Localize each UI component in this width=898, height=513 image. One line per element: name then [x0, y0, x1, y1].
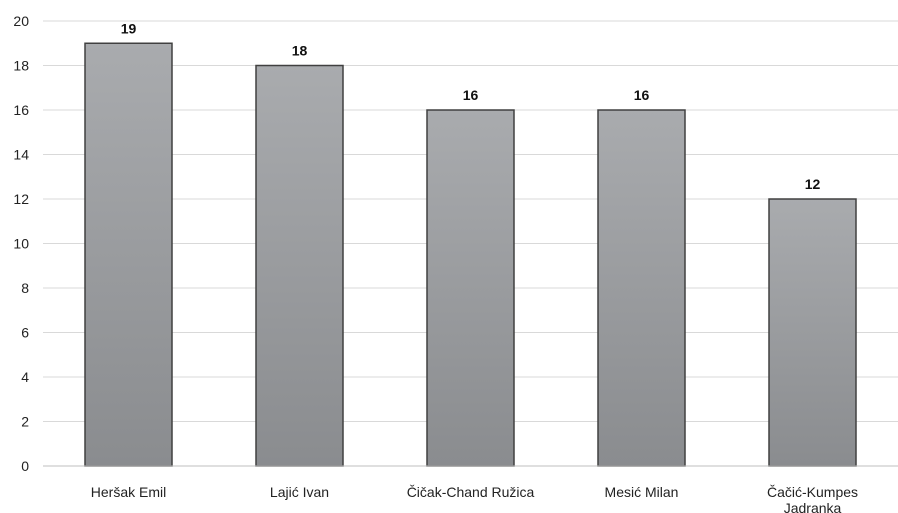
y-tick-label: 10	[13, 236, 29, 252]
data-label: 19	[121, 20, 137, 36]
y-axis-ticks: 0 2 4 6 8 10 12 14 16 18 20	[13, 13, 29, 474]
bars	[84, 42, 857, 467]
x-category-label: Čačić-Kumpes Jadranka	[767, 484, 858, 513]
data-label: 16	[463, 87, 479, 103]
x-axis-categories: Heršak Emil Lajić Ivan Čičak-Chand Ružica M…	[91, 484, 858, 513]
y-tick-label: 8	[21, 280, 29, 296]
y-tick-label: 14	[13, 147, 29, 163]
x-category-label: Čičak-Chand Ružica	[407, 484, 535, 500]
bar	[597, 109, 686, 467]
x-category-label: Heršak Emil	[91, 484, 166, 500]
data-label: 18	[292, 43, 308, 59]
bar	[255, 64, 344, 467]
x-category-label: Mesić Milan	[605, 484, 679, 500]
y-tick-label: 18	[13, 58, 29, 74]
bar	[768, 198, 857, 467]
y-tick-label: 6	[21, 325, 29, 341]
bar	[84, 42, 173, 467]
y-tick-label: 2	[21, 414, 29, 430]
y-tick-label: 20	[13, 13, 29, 29]
bar	[426, 109, 515, 467]
y-tick-label: 16	[13, 102, 29, 118]
y-tick-label: 4	[21, 369, 29, 385]
y-tick-label: 0	[21, 458, 29, 474]
x-category-label: Lajić Ivan	[270, 484, 329, 500]
y-tick-label: 12	[13, 191, 29, 207]
data-label: 16	[634, 87, 650, 103]
data-label: 12	[805, 176, 821, 192]
data-labels: 19 18 16 16 12	[121, 20, 821, 192]
